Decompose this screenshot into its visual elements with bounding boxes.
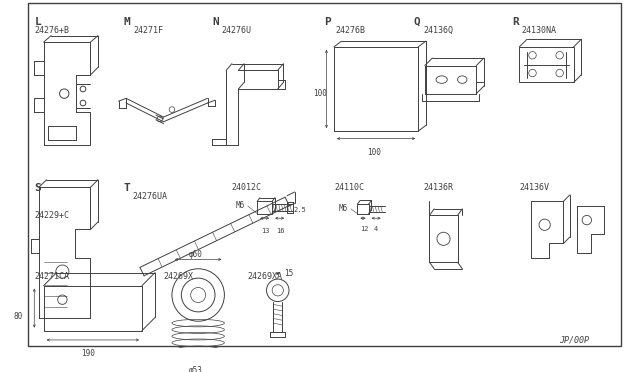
Text: φ60: φ60 (189, 250, 203, 259)
Text: 12: 12 (360, 226, 369, 232)
Text: N: N (212, 17, 219, 27)
Text: 24269X: 24269X (164, 272, 193, 280)
Text: 190: 190 (81, 349, 95, 358)
Text: 24110C: 24110C (334, 183, 364, 192)
Text: M6: M6 (339, 204, 348, 213)
Text: 24276B: 24276B (336, 26, 366, 35)
Text: JP/00P: JP/00P (559, 335, 589, 344)
Text: P: P (324, 17, 332, 27)
Text: 24271CA: 24271CA (35, 272, 69, 280)
Text: 24269XA: 24269XA (248, 272, 283, 280)
Text: 24271F: 24271F (134, 26, 164, 35)
Text: 2.5: 2.5 (294, 207, 307, 213)
Text: L: L (35, 17, 41, 27)
Text: T: T (124, 183, 130, 193)
Text: 24130NA: 24130NA (521, 26, 556, 35)
Text: 80: 80 (14, 312, 23, 321)
Text: Q: Q (413, 17, 420, 27)
Text: 13: 13 (261, 228, 269, 234)
Text: 4: 4 (373, 226, 378, 232)
Text: S: S (35, 183, 41, 193)
Text: 16: 16 (276, 228, 284, 234)
Text: 15: 15 (284, 269, 294, 278)
Text: M: M (124, 17, 130, 27)
Text: M6: M6 (236, 201, 245, 210)
Text: 24276U: 24276U (221, 26, 252, 35)
Text: 100: 100 (314, 89, 327, 98)
Bar (520, 47, 573, 83)
Text: 24276+B: 24276+B (35, 26, 69, 35)
Text: 24136V: 24136V (520, 183, 549, 192)
Text: 24229+C: 24229+C (35, 211, 69, 220)
Text: 100: 100 (367, 148, 381, 157)
Text: 24136Q: 24136Q (424, 26, 454, 35)
Text: 24012C: 24012C (231, 183, 261, 192)
Text: φ53: φ53 (189, 366, 203, 372)
Text: 24276UA: 24276UA (132, 192, 168, 201)
Text: 24136R: 24136R (424, 183, 454, 192)
Text: R: R (512, 17, 518, 27)
